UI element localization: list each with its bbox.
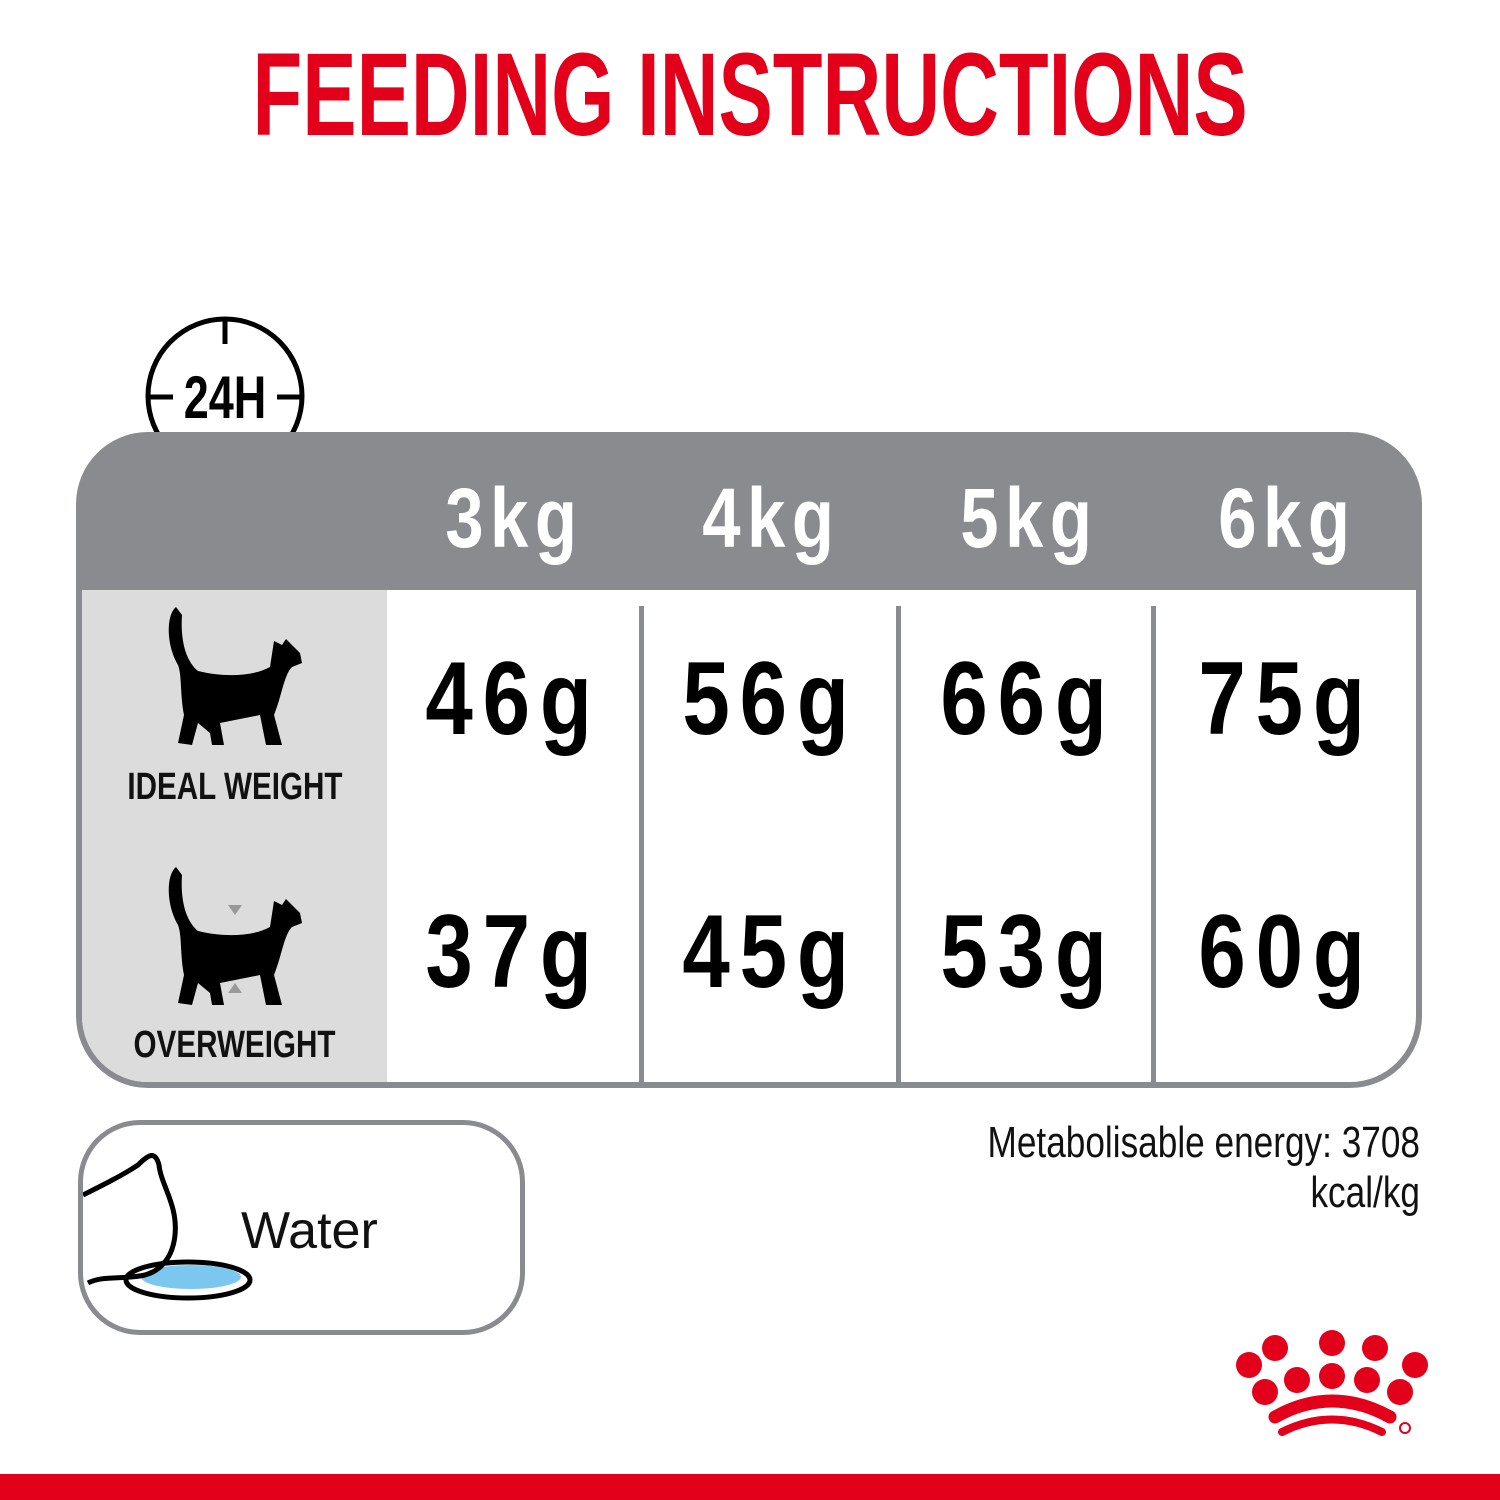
- column-header: 3kg: [444, 471, 584, 565]
- feeding-table: 3kg 4kg 5kg 6kg IDEAL WEIGHT OVERWEIGHT …: [76, 432, 1422, 1088]
- footer-red-bar: [0, 1474, 1500, 1500]
- royal-canin-logo: [1236, 1330, 1428, 1436]
- page-title: FEEDING INSTRUCTIONS: [252, 29, 1248, 161]
- value-cell: 66g: [940, 641, 1118, 757]
- cat-drinking-icon: [83, 1153, 253, 1301]
- column-header: 6kg: [1217, 471, 1357, 565]
- value-cell: 75g: [1198, 641, 1376, 757]
- water-box: Water: [78, 1120, 525, 1335]
- value-cell: 37g: [425, 894, 603, 1010]
- column-header: 4kg: [701, 471, 841, 565]
- divider: [1151, 606, 1156, 1082]
- value-cell: 60g: [1198, 894, 1376, 1010]
- row-label: OVERWEIGHT: [133, 1024, 336, 1066]
- cat-silhouette-icon: [168, 607, 302, 745]
- row-label-column: [82, 590, 387, 1082]
- value-cell: 46g: [425, 641, 603, 757]
- overweight-cat-icon: [168, 867, 302, 1005]
- value-cell: 56g: [682, 641, 860, 757]
- metabolisable-energy: Metabolisable energy: 3708 kcal/kg: [987, 1118, 1420, 1217]
- value-cell: 53g: [940, 894, 1118, 1010]
- divider: [896, 606, 901, 1082]
- value-cell: 45g: [682, 894, 860, 1010]
- row-label: IDEAL WEIGHT: [126, 766, 343, 808]
- divider: [639, 606, 644, 1082]
- column-header: 5kg: [959, 471, 1099, 565]
- clock-label: 24H: [184, 365, 267, 432]
- water-label: Water: [241, 1202, 378, 1260]
